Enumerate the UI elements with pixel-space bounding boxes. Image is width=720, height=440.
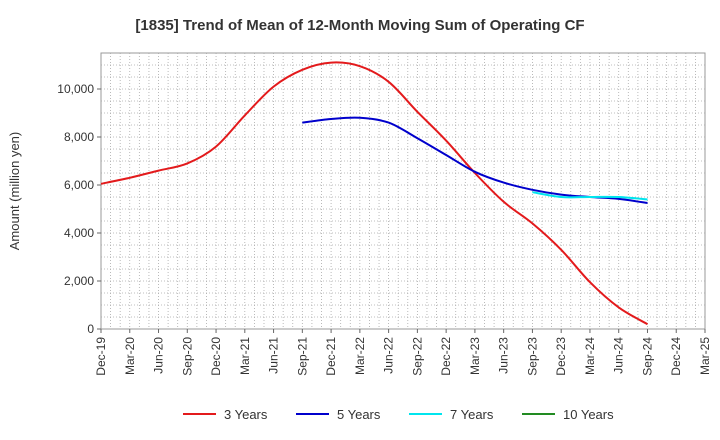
legend: 3 Years 5 Years 7 Years 10 Years — [183, 407, 614, 422]
legend-label-10-years: 10 Years — [563, 407, 614, 422]
x-tick-label: Mar-25 — [698, 337, 712, 375]
y-tick-label: 8,000 — [64, 130, 94, 144]
series-line-7-years — [532, 191, 648, 201]
x-tick-label: Mar-24 — [583, 337, 597, 375]
x-tick-label: Jun-20 — [152, 337, 166, 374]
series-line-3-years — [100, 61, 649, 326]
x-tick-label: Mar-21 — [238, 337, 252, 375]
y-tick-label: 4,000 — [64, 226, 94, 240]
plot-area — [100, 52, 706, 330]
x-tick-label: Mar-23 — [468, 337, 482, 375]
legend-label-7-years: 7 Years — [450, 407, 494, 422]
x-tick-label: Dec-24 — [669, 337, 683, 376]
x-tick-label: Dec-22 — [439, 337, 453, 376]
x-tick-label: Mar-22 — [353, 337, 367, 375]
y-tick-label: 0 — [87, 322, 94, 336]
x-tick-label: Mar-20 — [123, 337, 137, 375]
y-axis-title: Amount (million yen) — [7, 132, 22, 251]
x-tick-label: Jun-22 — [382, 337, 396, 374]
y-tick-label: 6,000 — [64, 178, 94, 192]
y-tick-label: 10,000 — [57, 82, 94, 96]
series-lines — [100, 61, 649, 326]
legend-label-5-years: 5 Years — [337, 407, 381, 422]
x-tick-label: Sep-20 — [180, 337, 194, 376]
y-axis-ticks: 0 2,000 4,000 6,000 8,000 10,000 — [57, 82, 101, 336]
x-tick-label: Sep-23 — [525, 337, 539, 376]
x-axis-ticks: Dec-19 Mar-20 Jun-20 Sep-20 Dec-20 Mar-21 Jun-… — [94, 329, 712, 376]
x-tick-label: Dec-19 — [94, 337, 108, 376]
x-tick-label: Dec-21 — [324, 337, 338, 376]
x-tick-label: Sep-24 — [640, 337, 654, 376]
x-tick-label: Jun-23 — [497, 337, 511, 374]
x-tick-label: Jun-24 — [612, 337, 626, 374]
x-tick-label: Dec-23 — [554, 337, 568, 376]
x-tick-label: Jun-21 — [267, 337, 281, 374]
legend-label-3-years: 3 Years — [224, 407, 268, 422]
chart-title: [1835] Trend of Mean of 12-Month Moving … — [135, 17, 584, 34]
y-tick-label: 2,000 — [64, 274, 94, 288]
x-tick-label: Sep-21 — [295, 337, 309, 376]
x-tick-label: Dec-20 — [209, 337, 223, 376]
grid — [101, 53, 705, 329]
x-tick-label: Sep-22 — [410, 337, 424, 376]
